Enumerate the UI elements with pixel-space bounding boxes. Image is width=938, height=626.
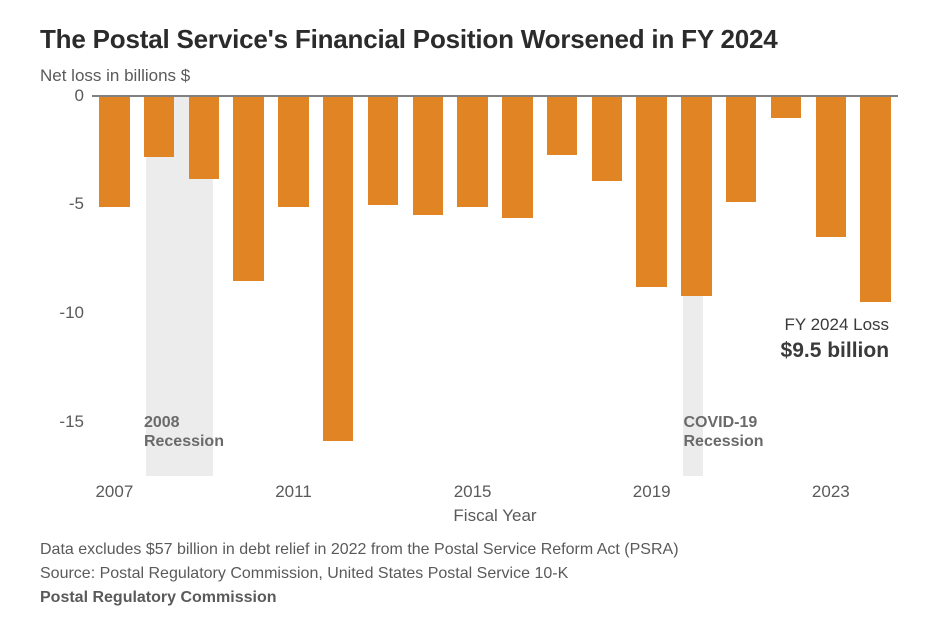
bar — [144, 96, 174, 157]
chart-subtitle: Net loss in billions $ — [40, 66, 190, 86]
callout-label: FY 2024 Loss — [784, 315, 889, 335]
x-axis-title: Fiscal Year — [453, 506, 536, 526]
bar — [681, 96, 711, 296]
bar — [413, 96, 443, 215]
y-tick-label: -15 — [34, 412, 84, 432]
chart-footnote: Data excludes $57 billion in debt relief… — [40, 538, 679, 610]
footnote-line-1: Data excludes $57 billion in debt relief… — [40, 538, 679, 562]
bar — [233, 96, 263, 281]
recession-annotation: 2008Recession — [144, 413, 224, 451]
bar — [592, 96, 622, 181]
chart-title: The Postal Service's Financial Position … — [40, 24, 778, 55]
x-tick-label: 2007 — [95, 482, 133, 502]
bar — [323, 96, 353, 441]
x-tick-label: 2015 — [454, 482, 492, 502]
footnote-source: Postal Regulatory Commission — [40, 586, 679, 610]
x-tick-label: 2019 — [633, 482, 671, 502]
chart-container: The Postal Service's Financial Position … — [0, 0, 938, 626]
bar — [636, 96, 666, 287]
bar — [368, 96, 398, 205]
zero-baseline — [92, 95, 898, 97]
bar — [860, 96, 890, 302]
y-tick-label: -10 — [34, 303, 84, 323]
bar — [547, 96, 577, 155]
y-tick-label: 0 — [34, 86, 84, 106]
x-tick-label: 2011 — [275, 482, 312, 502]
y-tick-label: -5 — [34, 194, 84, 214]
footnote-line-2: Source: Postal Regulatory Commission, Un… — [40, 562, 679, 586]
bar — [502, 96, 532, 218]
x-tick-label: 2023 — [812, 482, 850, 502]
bar — [189, 96, 219, 179]
bar — [816, 96, 846, 237]
recession-annotation: COVID-19Recession — [684, 413, 764, 451]
bar — [726, 96, 756, 202]
bar — [278, 96, 308, 207]
bar — [771, 96, 801, 118]
bar — [457, 96, 487, 207]
bar — [99, 96, 129, 207]
callout-value: $9.5 billion — [781, 339, 890, 363]
